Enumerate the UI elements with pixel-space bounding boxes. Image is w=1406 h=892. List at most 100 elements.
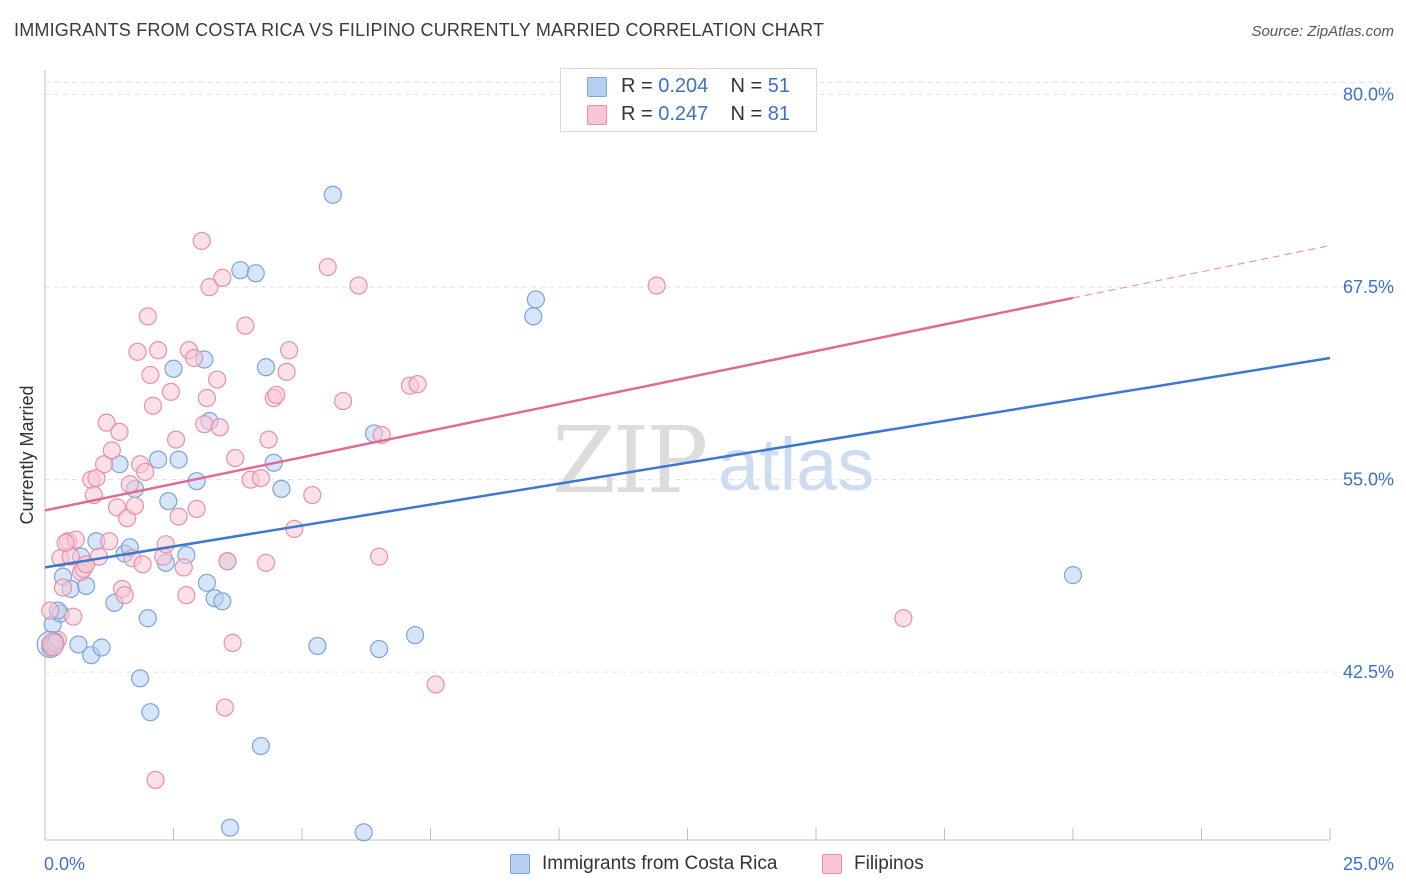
y-tick-label: 67.5% <box>1343 277 1394 297</box>
label-layer: 42.5% 55.0% 67.5% 80.0% 0.0% 25.0% Currently M… <box>17 85 1394 874</box>
legend-label-filipinos: Filipinos <box>854 853 924 874</box>
legend-n-label: N = <box>730 103 763 125</box>
point-filipinos <box>426 675 445 694</box>
point-costa-rica <box>251 736 270 756</box>
point-filipinos <box>195 415 214 434</box>
point-filipinos <box>218 552 237 571</box>
point-filipinos <box>138 307 157 326</box>
point-filipinos <box>41 601 60 620</box>
y-axis-label: Currently Married <box>17 385 37 524</box>
point-filipinos <box>334 392 353 411</box>
point-costa-rica <box>524 307 543 326</box>
point-filipinos <box>192 231 211 251</box>
point-costa-rica <box>354 823 373 842</box>
x-tick-label-max: 25.0% <box>1343 854 1394 874</box>
axis-layer <box>44 70 1331 841</box>
point-filipinos <box>115 586 134 605</box>
legend-n-value: 51 <box>767 75 791 97</box>
legend-r-label: R = <box>621 103 653 125</box>
point-filipinos <box>408 375 427 394</box>
point-costa-rica <box>272 479 291 498</box>
point-filipinos <box>174 558 193 577</box>
point-filipinos <box>133 555 152 574</box>
point-costa-rica <box>370 639 389 659</box>
legend-n-value: 81 <box>767 103 791 125</box>
point-filipinos <box>125 496 145 515</box>
point-filipinos <box>647 276 666 295</box>
point-costa-rica <box>141 703 160 722</box>
point-costa-rica <box>1063 566 1083 585</box>
point-filipinos <box>184 348 204 368</box>
point-filipinos <box>128 342 147 361</box>
trendline-costa-rica <box>44 356 1331 569</box>
point-filipinos <box>146 770 165 790</box>
trendline-filipinos <box>44 296 1074 512</box>
point-costa-rica <box>220 818 240 837</box>
point-filipinos <box>136 462 155 482</box>
point-filipinos <box>100 532 119 551</box>
points-layer <box>36 185 1083 842</box>
point-filipinos <box>215 698 234 717</box>
point-costa-rica <box>246 264 265 283</box>
point-filipinos <box>208 370 227 389</box>
chart-title: IMMIGRANTS FROM COSTA RICA VS FILIPINO C… <box>14 20 825 40</box>
legend-r-value: 0.204 <box>658 75 709 97</box>
point-costa-rica <box>213 592 232 611</box>
series-legend: Immigrants from Costa Rica Filipinos <box>0 850 1406 880</box>
point-costa-rica <box>148 450 168 469</box>
point-filipinos <box>161 382 181 401</box>
point-filipinos <box>259 430 278 449</box>
legend-swatch-blue <box>587 77 607 97</box>
point-costa-rica <box>164 359 183 378</box>
point-filipinos <box>148 341 168 360</box>
point-costa-rica <box>92 638 111 657</box>
trend-layer <box>44 244 1331 569</box>
grid-layer <box>45 81 1395 673</box>
point-filipinos <box>318 258 337 277</box>
point-costa-rica <box>256 358 276 377</box>
point-costa-rica <box>526 290 545 309</box>
point-filipinos <box>110 422 129 441</box>
point-filipinos <box>303 485 322 505</box>
point-costa-rica <box>231 261 250 280</box>
point-costa-rica <box>323 185 342 204</box>
point-filipinos <box>200 278 219 297</box>
correlation-legend: R = 0.204 N = 51 R = 0.247 N = 81 <box>560 68 817 132</box>
watermark: ZIP atlas <box>552 407 874 514</box>
point-filipinos <box>251 469 270 488</box>
point-filipinos <box>120 475 139 494</box>
legend-n-label: N = <box>730 75 763 97</box>
point-filipinos <box>169 507 188 526</box>
point-filipinos <box>210 418 229 437</box>
point-costa-rica <box>69 635 88 654</box>
point-filipinos <box>87 469 106 488</box>
legend-label-costa-rica: Immigrants from Costa Rica <box>542 853 778 874</box>
point-filipinos <box>226 448 245 468</box>
point-filipinos-cluster <box>41 632 65 657</box>
point-filipinos <box>166 430 186 449</box>
legend-r-label: R = <box>621 75 653 97</box>
point-filipinos <box>277 362 296 381</box>
legend-swatch-blue <box>510 854 530 874</box>
point-filipinos <box>56 533 75 552</box>
point-filipinos <box>370 547 389 566</box>
point-filipinos <box>187 499 206 518</box>
point-filipinos <box>177 586 196 605</box>
y-tick-label: 55.0% <box>1343 470 1394 490</box>
legend-r-value: 0.247 <box>658 103 709 125</box>
point-filipinos <box>141 365 160 385</box>
point-filipinos <box>213 268 232 287</box>
point-filipinos <box>894 609 913 628</box>
point-filipinos <box>143 396 163 415</box>
point-filipinos <box>349 276 368 295</box>
point-filipinos <box>156 535 175 554</box>
watermark-zip: ZIP <box>552 407 705 514</box>
legend-swatch-pink <box>587 105 607 125</box>
y-tick-label: 42.5% <box>1343 662 1394 682</box>
point-filipinos <box>64 607 83 626</box>
point-filipinos <box>97 413 116 432</box>
point-costa-rica <box>130 669 150 688</box>
trendline-filipinos-extension <box>1072 244 1331 299</box>
point-costa-rica <box>197 573 217 592</box>
point-costa-rica <box>169 450 188 469</box>
